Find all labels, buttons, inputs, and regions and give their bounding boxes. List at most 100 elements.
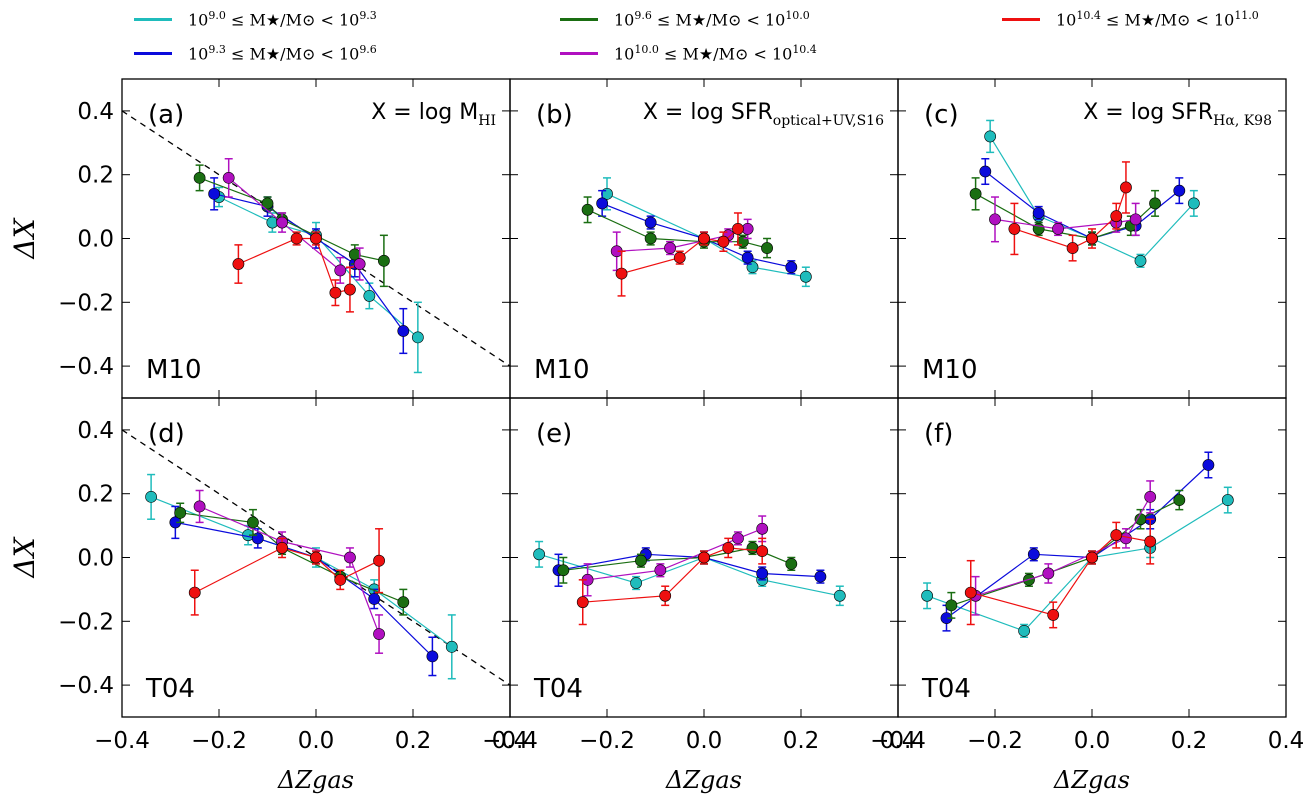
- data-point: [921, 589, 933, 602]
- legend-label: 109.3 ≤ M★/M⊙ < 109.6: [188, 42, 377, 64]
- data-point: [1008, 223, 1021, 235]
- y-tick-label: 0.4: [77, 99, 114, 125]
- series-10.4-11.0: [615, 212, 744, 297]
- x-tick-label: 0.0: [1074, 728, 1111, 754]
- x-tick-label: 0.0: [686, 728, 723, 754]
- x-axis-label: ΔZgas: [277, 766, 354, 794]
- legend-swatch: [560, 51, 598, 55]
- plot-area: [921, 451, 1234, 638]
- y-tick-label: −0.2: [58, 290, 114, 316]
- panel-title-main: X = log M: [371, 100, 478, 125]
- data-point: [654, 564, 667, 577]
- series-10.0-10.4: [989, 196, 1142, 243]
- series-9.3-9.6: [169, 505, 439, 677]
- plot-area: [122, 110, 510, 374]
- data-point: [1047, 609, 1060, 621]
- x-axis-label: ΔZgas: [665, 766, 742, 794]
- data-point: [533, 548, 545, 561]
- data-point: [276, 216, 288, 229]
- data-point: [329, 286, 342, 299]
- data-point: [1173, 494, 1186, 506]
- data-point: [445, 640, 458, 653]
- y-tick-label: 0.2: [77, 482, 114, 508]
- x-tick-label: 0.2: [1171, 728, 1208, 754]
- panel-title-main: X = log SFR: [1083, 100, 1213, 125]
- x-tick-label: −0.2: [191, 728, 247, 754]
- data-point: [1202, 459, 1215, 471]
- panel-b: (b) M10 X = log SFRoptical+UV,S16: [509, 78, 899, 399]
- data-point: [1052, 223, 1064, 235]
- data-point: [334, 573, 347, 586]
- series-line: [946, 464, 1209, 619]
- x-tick-label: −0.4: [482, 728, 538, 754]
- x-tick-label: 0.4: [880, 728, 917, 754]
- data-point: [373, 628, 385, 640]
- data-point: [411, 331, 424, 344]
- data-point: [1187, 197, 1200, 210]
- panel-title-subscript: optical+UV,S16: [773, 113, 884, 129]
- series-10.4-11.0: [232, 231, 356, 313]
- x-axis-label: ΔZgas: [1053, 766, 1130, 794]
- data-point: [344, 283, 356, 296]
- method-label: M10: [922, 355, 978, 385]
- method-label: T04: [145, 674, 195, 704]
- data-point: [596, 197, 609, 210]
- data-point: [1086, 551, 1098, 564]
- method-label: T04: [921, 674, 971, 704]
- data-point: [368, 593, 381, 605]
- data-point: [232, 258, 245, 270]
- plot-area: [122, 429, 510, 686]
- panel-letter: (e): [536, 419, 572, 449]
- data-point: [785, 557, 798, 570]
- series-9.0-9.3: [213, 186, 424, 374]
- x-tick-label: −0.2: [579, 728, 635, 754]
- data-point: [363, 290, 376, 302]
- data-point: [174, 506, 187, 519]
- panel-e: −0.4 −0.2 0.0 0.2 0.4 (e) T04 ΔZgas: [482, 397, 917, 794]
- panel-letter: (c): [924, 100, 959, 130]
- series-line: [994, 218, 1136, 230]
- data-point: [1042, 567, 1055, 580]
- legend-swatch: [134, 51, 172, 55]
- data-point: [1120, 181, 1132, 194]
- data-point: [193, 500, 206, 513]
- x-tick-label: −0.4: [94, 728, 150, 754]
- data-point: [1110, 210, 1123, 223]
- data-point: [1144, 490, 1157, 503]
- data-point: [741, 251, 754, 264]
- y-axis-label: ΔX: [8, 217, 41, 259]
- method-label: M10: [146, 355, 202, 385]
- series-10.0-10.4: [222, 158, 366, 284]
- data-point: [698, 232, 710, 245]
- data-point: [969, 187, 982, 200]
- data-point: [261, 197, 274, 210]
- data-point: [1086, 232, 1098, 245]
- data-point: [673, 251, 686, 264]
- legend: 109.0 ≤ M★/M⊙ < 109.3 109.3 ≤ M★/M⊙ < 10…: [0, 0, 1312, 80]
- x-tick-label: −0.2: [967, 728, 1023, 754]
- y-tick-label: −0.4: [58, 673, 114, 699]
- series-line: [926, 499, 1229, 632]
- data-point: [1173, 184, 1186, 197]
- series-line: [970, 534, 1151, 616]
- data-point: [581, 203, 594, 216]
- data-point: [1018, 624, 1030, 637]
- data-point: [989, 213, 1001, 226]
- legend-item-mass-9.0-9.3: 109.0 ≤ M★/M⊙ < 109.3: [134, 6, 377, 32]
- plot-area: [581, 177, 812, 297]
- legend-label: 109.6 ≤ M★/M⊙ < 1010.0: [614, 8, 810, 30]
- series-line: [218, 196, 419, 338]
- data-point: [373, 554, 385, 567]
- data-point: [1027, 548, 1040, 561]
- data-point: [1032, 207, 1045, 219]
- data-point: [659, 589, 672, 602]
- data-point: [732, 223, 744, 235]
- data-point: [833, 589, 846, 602]
- data-point: [290, 232, 303, 245]
- panel-title: X = log MHI: [371, 100, 496, 129]
- series-line: [199, 505, 380, 635]
- y-tick-label: 0.2: [77, 163, 114, 189]
- data-point: [377, 254, 390, 267]
- series-10.4-11.0: [576, 537, 769, 626]
